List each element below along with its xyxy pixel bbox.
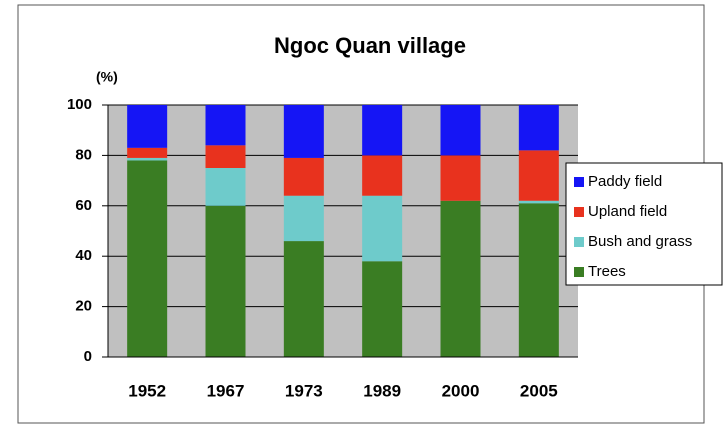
bar-segment (283, 241, 324, 357)
bar-segment (127, 147, 168, 158)
x-tick-label: 1952 (128, 381, 166, 400)
bar-segment (283, 195, 324, 242)
bar-segment (205, 168, 246, 206)
bar-segment (205, 105, 246, 146)
bar-segment (283, 105, 324, 158)
bar-segment (362, 195, 403, 262)
bar-segment (518, 150, 559, 201)
bar-segment (518, 105, 559, 151)
x-tick-label: 2005 (520, 381, 558, 400)
legend-box (565, 162, 723, 286)
y-tick-label: 60 (75, 197, 92, 214)
y-tick-label: 100 (67, 96, 92, 113)
bar-segment (205, 145, 246, 168)
legend-label: Trees (588, 263, 626, 280)
plot-area (108, 105, 578, 357)
legend-swatch (574, 177, 584, 187)
y-tick-label: 80 (75, 146, 92, 163)
bar-segment (205, 205, 246, 357)
y-axis-label: (%) (96, 69, 118, 85)
x-tick-label: 1989 (363, 381, 401, 400)
bar-segment (127, 105, 168, 148)
bar-segment (127, 157, 168, 161)
x-tick-label: 1973 (285, 381, 323, 400)
bar-segment (518, 203, 559, 357)
y-tick-label: 20 (75, 298, 92, 315)
bar-segment (440, 200, 481, 357)
y-tick-label: 0 (84, 348, 92, 365)
bar-segment (362, 105, 403, 156)
bar-segment (283, 157, 324, 196)
bar-segment (518, 200, 559, 204)
legend-label: Upland field (588, 203, 667, 220)
y-tick-label: 40 (75, 247, 92, 264)
legend-swatch (574, 267, 584, 277)
chart-title: Ngoc Quan village (274, 33, 466, 58)
legend-label: Bush and grass (588, 233, 692, 250)
bar-segment (127, 160, 168, 357)
x-tick-label: 2000 (442, 381, 480, 400)
legend-swatch (574, 237, 584, 247)
legend-swatch (574, 207, 584, 217)
x-tick-label: 1967 (207, 381, 245, 400)
bar-segment (440, 105, 481, 156)
bar-segment (440, 155, 481, 201)
bar-segment (362, 155, 403, 196)
legend-label: Paddy field (588, 173, 662, 190)
bar-segment (362, 261, 403, 357)
